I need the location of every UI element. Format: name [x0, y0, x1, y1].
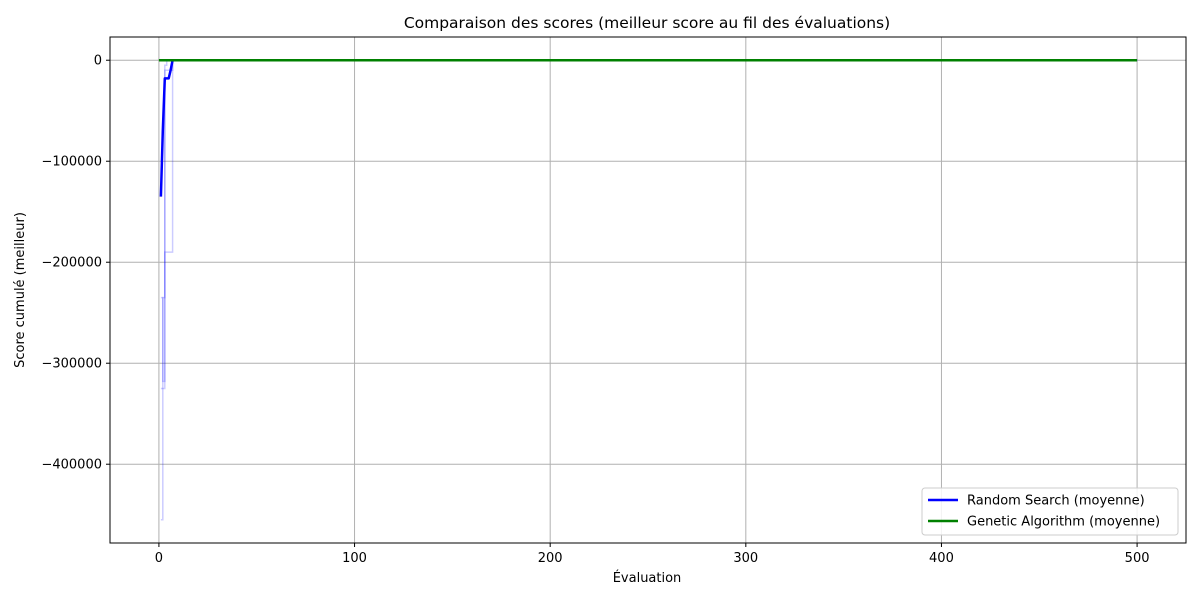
y-tick-label: 0 [94, 54, 102, 69]
grid [110, 37, 1186, 543]
y-axis-title: Score cumulé (meilleur) [13, 212, 28, 368]
x-tick-label: 500 [1125, 551, 1150, 566]
x-axis-title: Évaluation [613, 570, 682, 586]
x-axis: 0 100 200 300 400 500 [155, 543, 1150, 566]
chart-title: Comparaison des scores (meilleur score a… [404, 14, 890, 32]
y-tick-label: −100000 [41, 155, 102, 170]
x-tick-label: 300 [733, 551, 758, 566]
y-axis: 0 −100000 −200000 −300000 −400000 [41, 54, 110, 473]
series-line [159, 58, 1138, 197]
legend-label: Random Search (moyenne) [967, 494, 1145, 509]
x-tick-label: 400 [929, 551, 954, 566]
run-line [160, 59, 1138, 390]
legend: Random Search (moyenne) Genetic Algorithm… [921, 487, 1179, 536]
run-line [160, 59, 1138, 521]
y-tick-label: −400000 [41, 458, 102, 473]
x-tick-label: 100 [342, 551, 367, 566]
x-tick-label: 0 [155, 551, 163, 566]
x-tick-label: 200 [538, 551, 563, 566]
y-tick-label: −200000 [41, 256, 102, 271]
series-lines [158, 58, 1138, 197]
legend-box [921, 487, 1179, 536]
individual-runs [160, 59, 1138, 521]
y-tick-label: −300000 [41, 357, 102, 372]
legend-label: Genetic Algorithm (moyenne) [967, 515, 1160, 530]
plot-frame [109, 36, 1187, 544]
run-line [160, 59, 1138, 383]
